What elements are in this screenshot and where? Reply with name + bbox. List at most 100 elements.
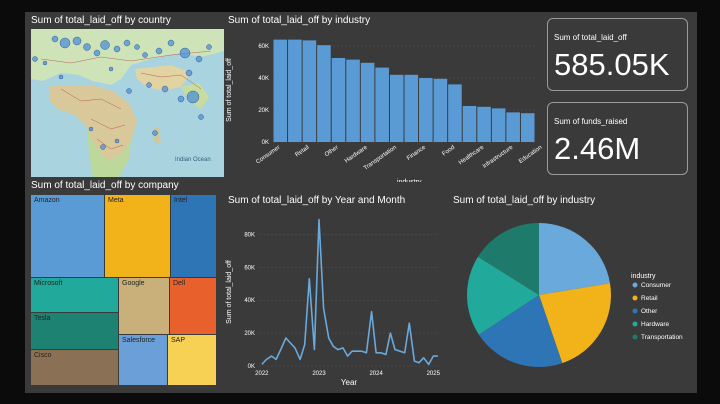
x-tick-label: Healthcare bbox=[458, 144, 486, 166]
legend-item: Transportation bbox=[641, 334, 683, 341]
x-tick-label: Education bbox=[518, 145, 543, 165]
legend-item: Hardware bbox=[641, 321, 670, 328]
treemap-tile-amazon[interactable]: Amazon bbox=[31, 195, 105, 278]
bar bbox=[491, 108, 506, 142]
x-tick-label: Hardware bbox=[344, 144, 369, 164]
pie-slice bbox=[478, 295, 563, 368]
y-axis-label: Sum of total_laid_off bbox=[226, 260, 233, 324]
pie-chart[interactable]: industry Consumer Retail Other Hardware Trans… bbox=[453, 212, 693, 382]
treemap-title: Sum of total_laid_off by company bbox=[31, 180, 179, 191]
x-tick-label: 2023 bbox=[312, 371, 326, 377]
card-label: Sum of funds_raised bbox=[554, 117, 628, 126]
company-treemap[interactable]: Amazon Meta Intel Microsoft Google Dell … bbox=[31, 195, 217, 386]
treemap-tile-salesforce[interactable]: Salesforce bbox=[119, 335, 168, 386]
x-tick-label: 2025 bbox=[427, 371, 441, 377]
card-value: 585.05K bbox=[554, 47, 670, 82]
y-tick-label: 20K bbox=[258, 108, 269, 114]
bar bbox=[360, 62, 375, 142]
x-axis-label: industry bbox=[397, 179, 422, 182]
y-tick-label: 40K bbox=[258, 76, 269, 82]
card-value: 2.46M bbox=[554, 131, 641, 166]
x-axis-label: Year bbox=[341, 378, 358, 387]
tile-label: Tesla bbox=[34, 315, 51, 322]
total-laid-off-card: Sum of total_laid_off 585.05K bbox=[547, 18, 688, 91]
legend-marker bbox=[632, 321, 638, 327]
series-line bbox=[261, 218, 438, 366]
bar-chart-title: Sum of total_laid_off by industry bbox=[228, 15, 371, 26]
y-tick-label: 60K bbox=[244, 265, 255, 271]
legend-marker bbox=[632, 282, 638, 288]
tile-label: SAP bbox=[171, 337, 186, 344]
bar bbox=[419, 78, 433, 142]
treemap-tile-dell[interactable]: Dell bbox=[170, 278, 217, 335]
x-tick-label: Finance bbox=[406, 144, 427, 162]
bar bbox=[506, 112, 520, 142]
y-tick-label: 80K bbox=[244, 232, 255, 238]
x-tick-label: 2022 bbox=[255, 371, 269, 377]
treemap-tile-microsoft[interactable]: Microsoft bbox=[31, 278, 119, 313]
funds-raised-card: Sum of funds_raised 2.46M bbox=[547, 102, 688, 175]
tile-label: Meta bbox=[108, 197, 124, 204]
bar bbox=[317, 45, 331, 143]
x-tick-label: Food bbox=[441, 145, 456, 158]
country-map[interactable]: Indian Ocean bbox=[31, 29, 224, 177]
tile-label: Intel bbox=[174, 197, 188, 204]
bar bbox=[477, 106, 491, 142]
legend-item: Retail bbox=[641, 295, 658, 302]
y-tick-label: 20K bbox=[244, 331, 255, 337]
bar bbox=[331, 58, 346, 142]
x-tick-label: 2024 bbox=[369, 371, 383, 377]
y-axis-label: Sum of total_laid_off bbox=[226, 58, 233, 122]
treemap-tile-cisco[interactable]: Cisco bbox=[31, 350, 119, 386]
bar bbox=[520, 113, 535, 142]
y-tick-label: 0K bbox=[248, 364, 255, 370]
x-tick-label: Retail bbox=[295, 145, 311, 159]
bar bbox=[433, 78, 448, 142]
card-label: Sum of total_laid_off bbox=[554, 33, 627, 42]
bar bbox=[448, 84, 462, 142]
tile-label: Microsoft bbox=[34, 280, 63, 287]
ocean-label: Indian Ocean bbox=[175, 157, 211, 163]
tile-label: Google bbox=[122, 280, 145, 287]
y-tick-label: 60K bbox=[258, 44, 269, 50]
bar bbox=[302, 40, 317, 142]
pie-slice bbox=[539, 223, 611, 295]
treemap-tile-google[interactable]: Google bbox=[119, 278, 170, 335]
bar bbox=[404, 74, 419, 142]
line-chart[interactable]: 0K 20K 40K 60K 80K 2022 2023 2024 2025 Sum of tot… bbox=[223, 210, 445, 390]
legend-item: Other bbox=[641, 308, 658, 315]
bar bbox=[288, 39, 302, 142]
tile-label: Salesforce bbox=[122, 337, 156, 344]
pie-slice bbox=[467, 256, 539, 335]
bar bbox=[273, 39, 288, 142]
map-title: Sum of total_laid_off by country bbox=[31, 15, 171, 26]
treemap-tile-sap[interactable]: SAP bbox=[168, 335, 217, 386]
pie-chart-title: Sum of total_laid_off by industry bbox=[453, 195, 596, 206]
world-map: Indian Ocean bbox=[31, 29, 224, 177]
legend-marker bbox=[632, 308, 638, 314]
x-tick-label: Other bbox=[324, 145, 340, 159]
treemap-tile-meta[interactable]: Meta bbox=[105, 195, 171, 278]
legend-item: Consumer bbox=[641, 282, 672, 289]
legend-marker bbox=[632, 295, 638, 301]
pie-slice bbox=[478, 223, 539, 295]
legend-marker bbox=[632, 334, 638, 340]
bar bbox=[346, 59, 360, 142]
y-tick-label: 0K bbox=[262, 140, 269, 146]
bar bbox=[462, 106, 477, 142]
line-chart-title: Sum of total_laid_off by Year and Month bbox=[228, 195, 406, 206]
y-tick-label: 40K bbox=[244, 298, 255, 304]
dashboard-canvas: Sum of total_laid_off by country bbox=[25, 12, 697, 393]
treemap-tile-tesla[interactable]: Tesla bbox=[31, 313, 119, 350]
bar bbox=[375, 67, 389, 142]
tile-label: Dell bbox=[173, 280, 186, 287]
tile-label: Cisco bbox=[34, 352, 52, 359]
pie-slice bbox=[539, 283, 611, 364]
x-tick-label: Consumer bbox=[255, 145, 281, 166]
tile-label: Amazon bbox=[34, 197, 60, 204]
treemap-tile-intel[interactable]: Intel bbox=[171, 195, 217, 278]
bar bbox=[389, 74, 404, 142]
legend-title: industry bbox=[631, 273, 656, 280]
x-tick-label: Infrastructure bbox=[482, 144, 515, 170]
